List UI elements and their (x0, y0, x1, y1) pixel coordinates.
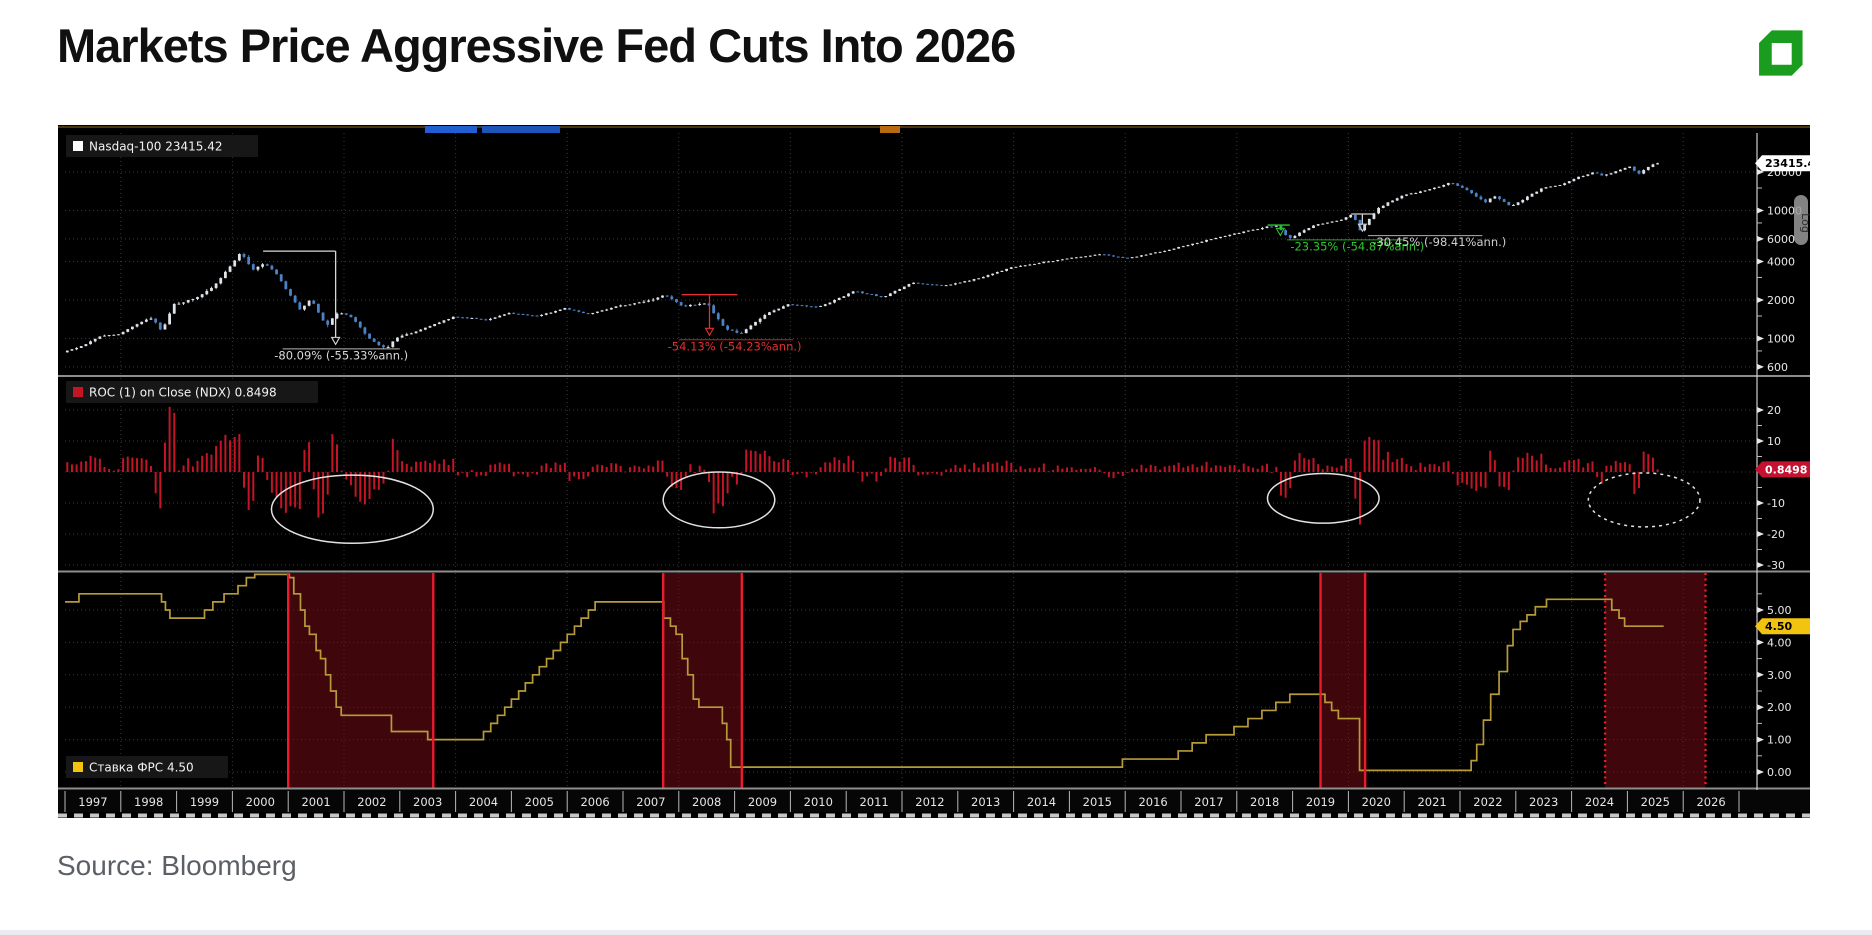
log-scale-indicator: Log (1794, 195, 1810, 245)
svg-text:-30.45% (-98.41%ann.): -30.45% (-98.41%ann.) (1372, 235, 1506, 249)
annotation-q4-2018-selloff: -23.35% (-54.87%ann.) (1267, 224, 1424, 253)
svg-text:2018: 2018 (1250, 795, 1279, 809)
svg-text:-10: -10 (1767, 497, 1785, 510)
svg-text:Log: Log (1799, 213, 1810, 233)
toolbar-remnant-orange (880, 126, 900, 133)
svg-text:1999: 1999 (190, 795, 219, 809)
svg-text:2025: 2025 (1641, 795, 1670, 809)
svg-text:2008: 2008 (692, 795, 721, 809)
gridlines (65, 133, 1757, 788)
svg-text:-54.13% (-54.23%ann.): -54.13% (-54.23%ann.) (668, 339, 802, 353)
svg-text:2021: 2021 (1417, 795, 1446, 809)
price-panel: -80.09% (-55.33%ann.) -54.13% (-54.23%ann… (65, 162, 1659, 362)
svg-text:2013: 2013 (971, 795, 1000, 809)
page-title: Markets Price Aggressive Fed Cuts Into 2… (57, 19, 1016, 72)
svg-text:2007: 2007 (636, 795, 665, 809)
svg-text:10000: 10000 (1767, 205, 1802, 218)
svg-text:2.00: 2.00 (1767, 701, 1792, 714)
svg-text:Nasdaq-100 23415.42: Nasdaq-100 23415.42 (89, 140, 222, 154)
toolbar-remnant-blue (425, 126, 477, 133)
last-price-tag: 23415.42 (1755, 155, 1810, 172)
svg-text:2016: 2016 (1138, 795, 1167, 809)
svg-text:-30: -30 (1767, 559, 1785, 572)
svg-text:2003: 2003 (413, 795, 442, 809)
svg-text:600: 600 (1767, 361, 1788, 374)
svg-text:2002: 2002 (357, 795, 386, 809)
fed-rate-line (65, 573, 1664, 772)
rate-cut-region (663, 573, 742, 788)
svg-text:2026: 2026 (1696, 795, 1725, 809)
svg-text:4.50: 4.50 (1765, 620, 1792, 633)
svg-text:2010: 2010 (804, 795, 833, 809)
svg-text:1000: 1000 (1767, 333, 1795, 346)
svg-text:2000: 2000 (246, 795, 275, 809)
roc-highlight-ellipse (662, 471, 776, 529)
svg-text:0.8498: 0.8498 (1765, 463, 1807, 476)
roc-highlight-ellipse (1587, 472, 1701, 528)
rate-cut-region (1320, 573, 1366, 788)
svg-text:-23.35% (-54.87%ann.): -23.35% (-54.87%ann.) (1290, 239, 1424, 253)
svg-text:2009: 2009 (748, 795, 777, 809)
source-caption: Source: Bloomberg (57, 850, 297, 881)
rate-cut-region (288, 573, 434, 788)
fed-cuts-chart: -80.09% (-55.33%ann.) -54.13% (-54.23%ann… (58, 125, 1810, 818)
rate-cut-region (1605, 573, 1706, 788)
svg-text:2004: 2004 (469, 795, 498, 809)
annotation-covid-crash: -30.45% (-98.41%ann.) (1351, 213, 1506, 249)
brand-logo-icon (1759, 30, 1803, 76)
svg-text:2005: 2005 (525, 795, 554, 809)
svg-text:1998: 1998 (134, 795, 163, 809)
roc-highlight-ellipse (1266, 472, 1380, 524)
svg-text:-80.09% (-55.33%ann.): -80.09% (-55.33%ann.) (274, 348, 408, 362)
rate-legend: Ставка ФРС 4.50 (66, 756, 228, 778)
svg-text:4.00: 4.00 (1767, 636, 1792, 649)
price-legend: Nasdaq-100 23415.42 (66, 135, 258, 157)
svg-text:4000: 4000 (1767, 255, 1795, 268)
svg-text:2014: 2014 (1027, 795, 1056, 809)
svg-text:2020: 2020 (1362, 795, 1391, 809)
svg-text:3.00: 3.00 (1767, 669, 1792, 682)
svg-text:2023: 2023 (1529, 795, 1558, 809)
svg-text:ROC (1) on Close (NDX) 0.849: ROC (1) on Close (NDX) 0.8498 (89, 386, 277, 400)
rate-panel (65, 573, 1707, 788)
svg-text:23415.42: 23415.42 (1765, 157, 1810, 170)
toolbar-remnant-blue (482, 126, 560, 133)
bloomberg-chart: -80.09% (-55.33%ann.) -54.13% (-54.23%ann… (58, 125, 1810, 818)
svg-text:2001: 2001 (301, 795, 330, 809)
svg-text:1.00: 1.00 (1767, 734, 1792, 747)
svg-text:Ставка ФРС 4.50: Ставка ФРС 4.50 (89, 761, 194, 775)
right-axis: 200001000060004000200010006002010-10-20-… (1756, 133, 1802, 812)
roc-value-tag: 0.8498 (1755, 461, 1810, 478)
roc-highlight-ellipse (270, 474, 435, 545)
svg-text:2022: 2022 (1473, 795, 1502, 809)
page-bottom-divider (0, 930, 1872, 935)
rate-value-tag: 4.50 (1755, 618, 1810, 635)
roc-legend: ROC (1) on Close (NDX) 0.8498 (66, 381, 318, 403)
roc-panel (66, 406, 1701, 545)
svg-text:1997: 1997 (78, 795, 107, 809)
annotation-dotcom-crash: -80.09% (-55.33%ann.) (263, 250, 408, 362)
svg-text:-20: -20 (1767, 528, 1785, 541)
svg-text:2012: 2012 (915, 795, 944, 809)
svg-text:6000: 6000 (1767, 233, 1795, 246)
svg-text:2015: 2015 (1083, 795, 1112, 809)
svg-text:2000: 2000 (1767, 294, 1795, 307)
svg-text:2019: 2019 (1306, 795, 1335, 809)
svg-text:2006: 2006 (580, 795, 609, 809)
svg-text:20: 20 (1767, 404, 1781, 417)
svg-text:2017: 2017 (1194, 795, 1223, 809)
svg-text:2024: 2024 (1585, 795, 1614, 809)
svg-text:2011: 2011 (859, 795, 888, 809)
svg-text:10: 10 (1767, 435, 1781, 448)
x-axis: 1997 1998 1999 2000 2001 2002 2003 2004 2005 2006… (58, 790, 1810, 818)
svg-text:5.00: 5.00 (1767, 604, 1792, 617)
annotation-gfc-crash: -54.13% (-54.23%ann.) (668, 294, 802, 353)
svg-text:0.00: 0.00 (1767, 766, 1792, 779)
